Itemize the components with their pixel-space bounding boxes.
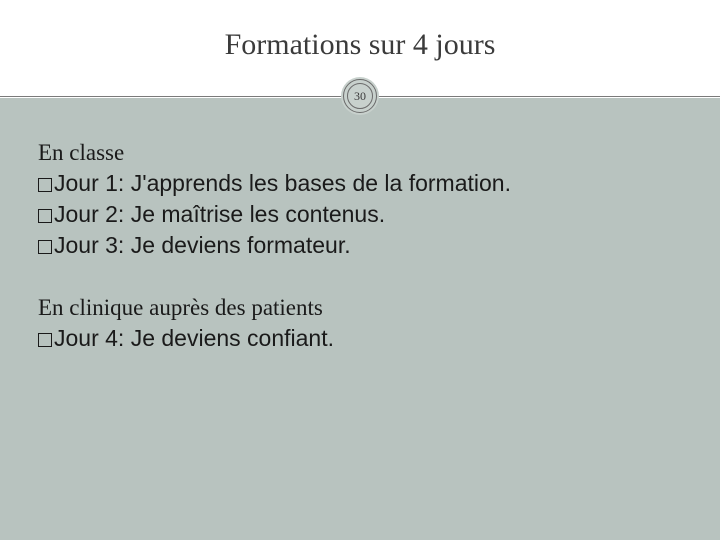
item-text: Jour 4: Je deviens confiant. bbox=[54, 323, 334, 354]
item-text: Jour 2: Je maîtrise les contenus. bbox=[54, 199, 385, 230]
checkbox-icon bbox=[38, 209, 52, 223]
slide-title: Formations sur 4 jours bbox=[0, 28, 720, 62]
checkbox-icon bbox=[38, 240, 52, 254]
section-heading-2: En clinique auprès des patients bbox=[38, 295, 682, 321]
list-item: Jour 3: Je deviens formateur. bbox=[38, 230, 682, 261]
slide-number: 30 bbox=[347, 83, 373, 109]
section-heading-1: En classe bbox=[38, 140, 682, 166]
checkbox-icon bbox=[38, 178, 52, 192]
item-text: Jour 1: J'apprends les bases de la forma… bbox=[54, 168, 511, 199]
list-item: Jour 4: Je deviens confiant. bbox=[38, 323, 682, 354]
list-item: Jour 1: J'apprends les bases de la forma… bbox=[38, 168, 682, 199]
content-area: En classe Jour 1: J'apprends les bases d… bbox=[0, 116, 720, 354]
slide: Formations sur 4 jours 30 En classe Jour… bbox=[0, 0, 720, 540]
slide-number-badge: 30 bbox=[341, 77, 379, 115]
divider: 30 bbox=[0, 76, 720, 116]
badge-outer-ring: 30 bbox=[343, 79, 377, 113]
title-area: Formations sur 4 jours bbox=[0, 0, 720, 62]
spacer bbox=[38, 261, 682, 295]
list-item: Jour 2: Je maîtrise les contenus. bbox=[38, 199, 682, 230]
checkbox-icon bbox=[38, 333, 52, 347]
item-text: Jour 3: Je deviens formateur. bbox=[54, 230, 351, 261]
